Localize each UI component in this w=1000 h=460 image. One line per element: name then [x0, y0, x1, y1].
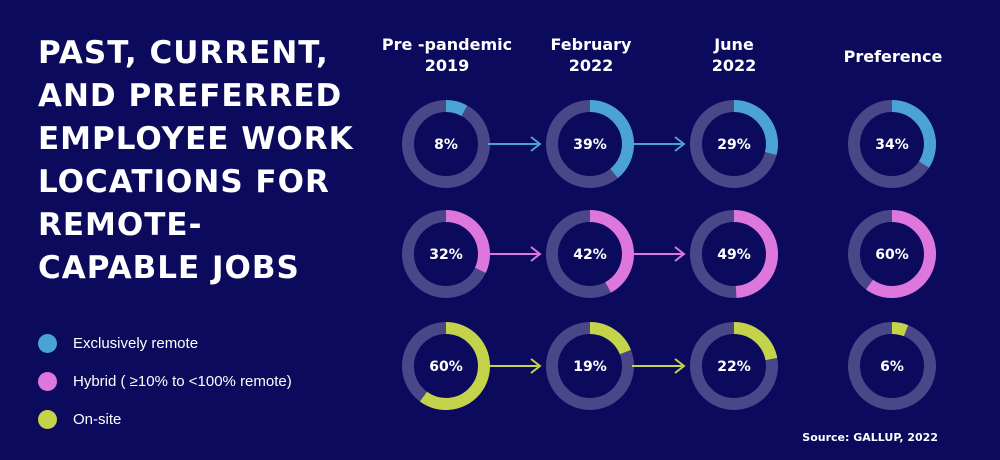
legend-swatch-hybrid — [38, 371, 57, 391]
legend-label: On-site — [73, 410, 122, 428]
chart-title: PAST, CURRENT, AND PREFERRED EMPLOYEE WO… — [38, 35, 354, 286]
legend-item-remote: Exclusively remote — [38, 324, 292, 362]
donut-value-label: 49% — [717, 247, 751, 263]
source-note: Source: GALLUP, 2022 — [802, 431, 938, 444]
column-header-february: February 2022 — [516, 34, 666, 76]
arrow-head-icon — [530, 246, 542, 262]
donut-value-label: 22% — [717, 359, 751, 375]
donut-segment-exclusively-remote-1 — [402, 100, 490, 188]
legend-swatch-onsite — [38, 409, 57, 429]
legend-swatch-remote — [38, 333, 57, 353]
arrow-head-icon — [674, 246, 686, 262]
donut-value-label: 19% — [573, 359, 607, 375]
column-header-june: June 2022 — [659, 34, 809, 76]
donut-value-label: 6% — [880, 359, 904, 375]
donut-segment-hybrid-10-to-100-remote-4 — [848, 210, 936, 298]
column-header-line1: February — [550, 35, 632, 54]
donut-value-label: 34% — [875, 137, 909, 153]
donut-segment-on-site-2 — [546, 322, 634, 410]
legend-item-hybrid: Hybrid ( ≥10% to <100% remote) — [38, 362, 292, 400]
donut-segment-hybrid-10-to-100-remote-3 — [690, 210, 778, 298]
arrow-head-icon — [674, 358, 686, 374]
donut-segment-exclusively-remote-4 — [848, 100, 936, 188]
donut-value-label: 32% — [429, 247, 463, 263]
arrow-head-icon — [530, 358, 542, 374]
column-header-line2: 2019 — [424, 56, 470, 75]
column-header-line1: Preference — [843, 47, 943, 66]
donut-segment-exclusively-remote-3 — [690, 100, 778, 188]
legend: Exclusively remote Hybrid ( ≥10% to <100… — [38, 324, 292, 438]
donut-segment-on-site-3 — [690, 322, 778, 410]
column-header-pre-pandemic: Pre -pandemic 2019 — [372, 34, 522, 76]
donut-value-label: 60% — [875, 247, 909, 263]
donut-value-label: 8% — [434, 137, 458, 153]
donut-value-label: 42% — [573, 247, 607, 263]
legend-label: Exclusively remote — [73, 334, 199, 352]
donut-segment-on-site-1 — [402, 322, 490, 410]
donut-value-label: 60% — [429, 359, 463, 375]
donut-value-label: 39% — [573, 137, 607, 153]
column-header-line2: 2022 — [568, 56, 614, 75]
donut-segment-on-site-4 — [848, 322, 936, 410]
legend-item-onsite: On-site — [38, 400, 292, 438]
arrow-head-icon — [530, 136, 542, 152]
donut-segment-exclusively-remote-2 — [546, 100, 634, 188]
donut-segment-hybrid-10-to-100-remote-1 — [402, 210, 490, 298]
column-header-preference: Preference — [818, 46, 968, 67]
column-header-line2: 2022 — [711, 56, 757, 75]
donut-value-label: 29% — [717, 137, 751, 153]
column-header-line1: June — [714, 35, 754, 54]
column-header-line1: Pre -pandemic — [381, 35, 513, 54]
donut-segment-hybrid-10-to-100-remote-2 — [546, 210, 634, 298]
arrow-head-icon — [674, 136, 686, 152]
legend-label: Hybrid ( ≥10% to <100% remote) — [73, 372, 292, 390]
